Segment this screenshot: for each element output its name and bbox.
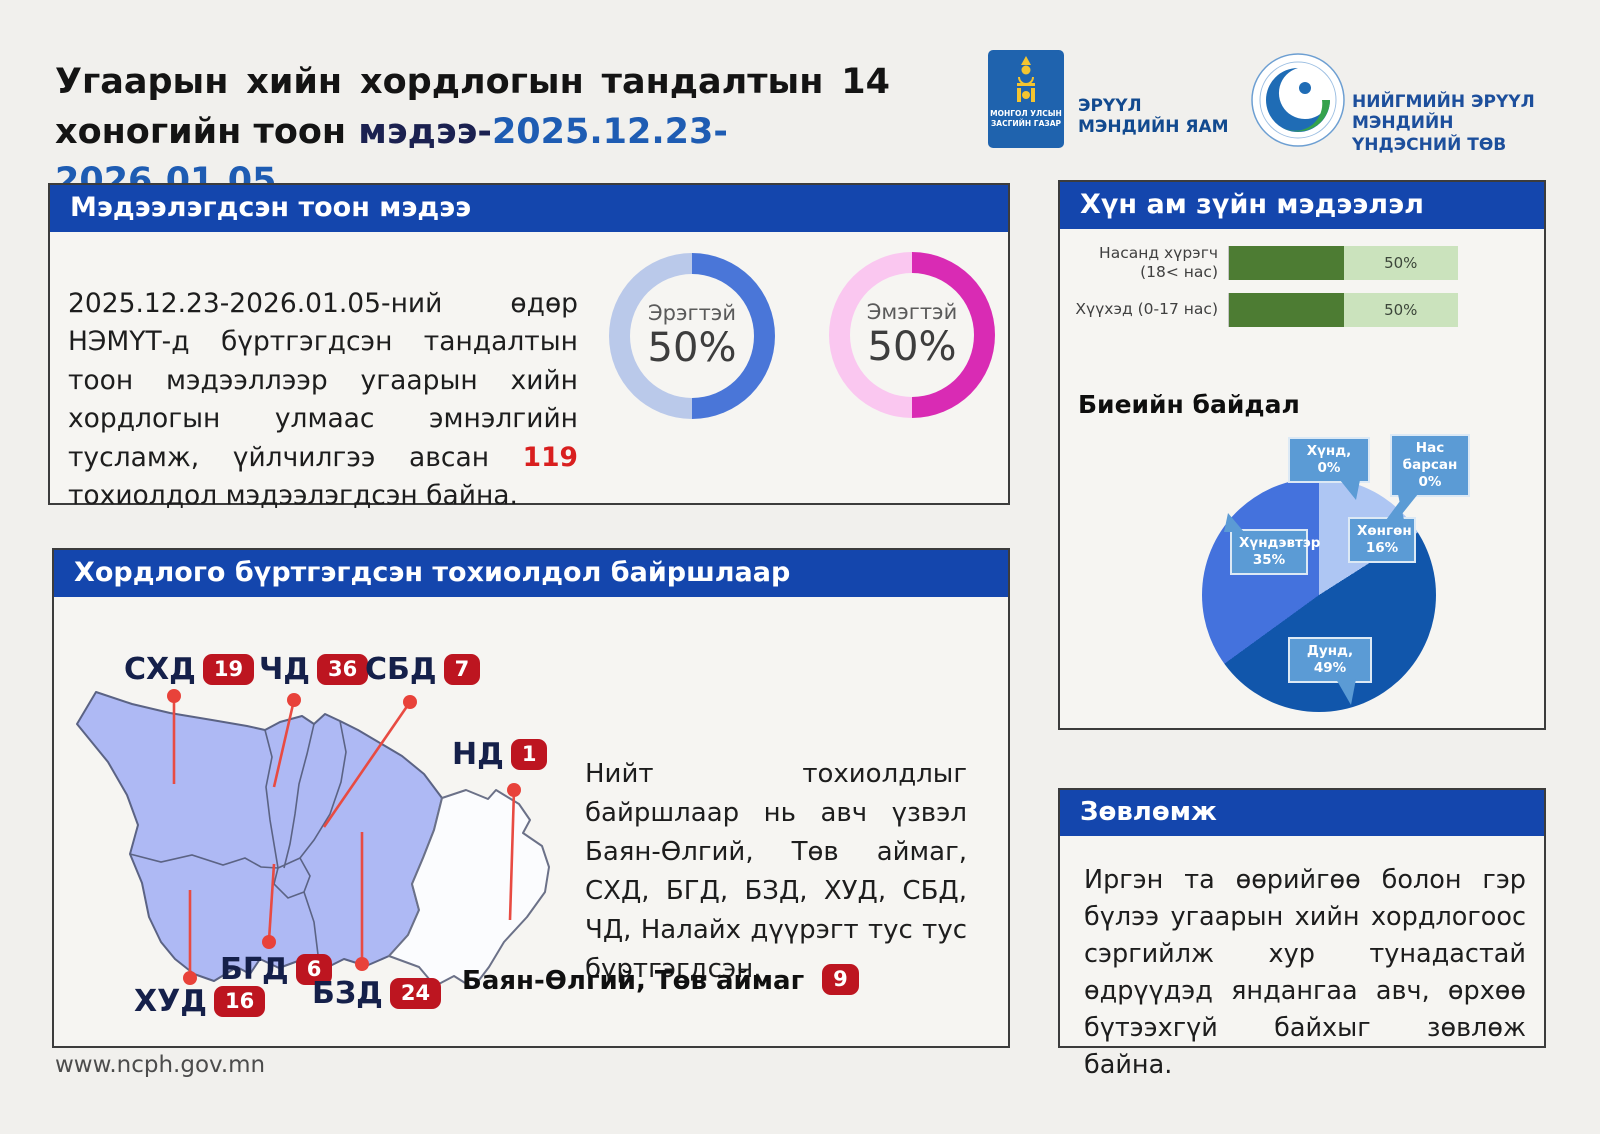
pie-callout-heavy-text: Хүнд, 0% — [1306, 443, 1352, 476]
title-navy-part: мэдээ- — [358, 111, 492, 152]
bar-fill-adults — [1229, 246, 1344, 281]
district-code: ЧД — [259, 652, 310, 687]
ministry-line1: ЭРҮҮЛ — [1078, 96, 1142, 116]
government-logo-text: МОНГОЛ УЛСЫН ЗАСГИЙН ГАЗАР — [990, 109, 1062, 129]
bar-track-children: 50% — [1228, 292, 1458, 327]
pie-callout-mild-label: Хөнгөн — [1357, 523, 1412, 539]
district-count-badge: 7 — [443, 654, 481, 685]
male-donut-center: Эрэгтэй 50% — [609, 253, 775, 419]
district-code: СБД — [365, 652, 437, 687]
ulaanbaatar-map-svg — [76, 689, 550, 989]
map-internal-boundaries — [129, 720, 347, 972]
ministry-line2: МЭНДИЙН ЯАМ — [1078, 117, 1229, 138]
bar-row-children: Хүүхэд (0-17 нас) 50% — [1060, 292, 1544, 327]
ncph-name-line1: НИЙГМИЙН ЭРҮҮЛ МЭНДИЙН — [1352, 92, 1535, 134]
pie-callout-deceased-value: 0% — [1418, 473, 1442, 490]
district-label-nd: НД 1 — [452, 737, 548, 772]
female-donut-value: 50% — [867, 324, 957, 370]
website-url: www.ncph.gov.mn — [55, 1052, 266, 1078]
district-count-badge: 16 — [213, 986, 266, 1017]
advice-paragraph: Иргэн та өөрийгөө болон гэр бүлээ угаары… — [1084, 865, 1526, 1080]
province-count-badge: 9 — [822, 964, 859, 995]
district-code: БЗД — [312, 976, 383, 1011]
demographics-header: Хүн ам зүйн мэдээлэл — [1060, 182, 1544, 229]
district-count-badge: 24 — [389, 978, 442, 1009]
callout-pointer — [1340, 479, 1360, 500]
map-connector-lines — [172, 696, 516, 976]
condition-chart-title: Биеийн байдал — [1078, 390, 1300, 419]
district-label-skhd: СХД 19 — [124, 652, 255, 687]
reported-case-count: 119 — [522, 441, 578, 473]
bar-value-adults: 50% — [1384, 254, 1418, 273]
title-black-part: хоногийн тоон — [55, 111, 359, 152]
callout-pointer — [1224, 513, 1244, 532]
district-count-badge: 6 — [295, 954, 333, 985]
pie-callout-moderately-severe-value: 35% — [1252, 551, 1286, 568]
female-donut-center: Эмэгтэй 50% — [829, 252, 995, 418]
district-count-badge: 36 — [316, 654, 369, 685]
district-count-badge: 19 — [202, 654, 255, 685]
ncph-logo-icon — [1251, 53, 1345, 147]
pie-callout-heavy: Хүнд, 0% — [1288, 437, 1370, 500]
male-donut-value: 50% — [647, 325, 737, 371]
bar-track-adults: 50% — [1228, 246, 1458, 281]
male-donut-label: Эрэгтэй — [648, 301, 736, 325]
district-label-chd: ЧД 36 — [259, 652, 369, 687]
map-district-nalaikh — [388, 789, 550, 989]
gov-text-line1: МОНГОЛ УЛСЫН — [990, 109, 1062, 118]
reported-data-paragraph: 2025.12.23-2026.01.05-ний өдөр НЭМҮТ-д б… — [68, 285, 578, 516]
province-caption-text: Баян-Өлгий, Төв аймаг — [462, 966, 805, 996]
bar-label-children: Хүүхэд (0-17 нас) — [1075, 300, 1218, 319]
callout-pointer — [1336, 678, 1356, 705]
advice-panel: Зөвлөмж Иргэн та өөрийгөө болон гэр бүлэ… — [1058, 788, 1546, 1080]
callout-pointer — [1386, 501, 1404, 520]
ulaanbaatar-map: СХД 19 ЧД 36 СБД 7 НД 1 БГД 6 ХУД 16 БЗД 24 Бая… — [62, 622, 859, 1042]
district-code: СХД — [124, 652, 196, 687]
demographics-panel: Хүн ам зүйн мэдээлэл Насанд хүрэгч (18< … — [1058, 180, 1546, 730]
bar-value-children: 50% — [1384, 300, 1418, 319]
ncph-name-label: НИЙГМИЙН ЭРҮҮЛ МЭНДИЙН ҮНДЭСНИЙ ТӨВ — [1352, 92, 1552, 156]
district-code: ХУД — [134, 984, 207, 1019]
ministry-of-health-label: ЭРҮҮЛ МЭНДИЙН ЯАМ — [1078, 96, 1229, 139]
reported-data-header: Мэдээлэгдсэн тоон мэдээ — [50, 185, 1008, 232]
province-caption: Баян-Өлгий, Төв аймаг 9 — [462, 964, 859, 996]
location-header: Хордлого бүртгэгдсэн тохиолдол байршлаар — [54, 550, 1008, 597]
pie-callout-moderately-severe: Хүндэвтэр 35% — [1224, 513, 1321, 575]
pie-callout-moderately-severe-label: Хүндэвтэр — [1239, 535, 1321, 551]
location-panel: Хордлого бүртгэгдсэн тохиолдол байршлаар — [52, 548, 1010, 1048]
pie-callout-deceased: Нас барсан 0% — [1390, 434, 1470, 514]
district-code: НД — [452, 737, 504, 772]
male-donut-chart: Эрэгтэй 50% — [609, 253, 775, 419]
district-label-bgd: БГД 6 — [220, 952, 333, 987]
female-donut-chart: Эмэгтэй 50% — [829, 252, 995, 418]
map-pin-dots — [167, 689, 521, 985]
government-logo: МОНГОЛ УЛСЫН ЗАСГИЙН ГАЗАР — [988, 50, 1064, 148]
page-title-line1: Угаарын хийн хордлогын тандалтын 14 — [55, 62, 890, 102]
reported-text-after: тохиолдол мэдээлэгдсэн байна. — [68, 480, 518, 512]
district-label-sbd: СБД 7 — [365, 652, 481, 687]
ncph-name-line2: ҮНДЭСНИЙ ТӨВ — [1352, 134, 1507, 155]
pie-callout-mild-value: 16% — [1365, 539, 1399, 556]
pie-callout-medium-text: Дунд, 49% — [1306, 643, 1354, 676]
advice-header: Зөвлөмж — [1060, 790, 1544, 836]
district-label-khud: ХУД 16 — [134, 984, 266, 1019]
reported-text-before: 2025.12.23-2026.01.05-ний өдөр НЭМҮТ-д б… — [68, 288, 578, 473]
location-note-paragraph: Нийт тохиолдлыг байршлаар нь авч үзвэл Б… — [585, 759, 967, 984]
bar-row-adults: Насанд хүрэгч (18< нас) 50% — [1060, 244, 1544, 283]
district-code: БГД — [220, 952, 289, 987]
female-donut-label: Эмэгтэй — [866, 300, 958, 324]
soyombo-emblem-icon — [1017, 56, 1035, 102]
gov-text-line2: ЗАСГИЙН ГАЗАР — [990, 118, 1062, 128]
bar-fill-children — [1229, 292, 1344, 327]
age-bar-chart: Насанд хүрэгч (18< нас) 50% Хүүхэд (0-17… — [1060, 244, 1544, 337]
bar-label-adults: Насанд хүрэгч (18< нас) — [1099, 244, 1218, 282]
pie-callout-deceased-label: Нас барсан — [1402, 440, 1458, 473]
district-label-bzd: БЗД 24 — [312, 976, 442, 1011]
district-count-badge: 1 — [510, 739, 548, 770]
reported-data-panel: Мэдээлэгдсэн тоон мэдээ 2025.12.23-2026.… — [48, 183, 1010, 511]
pie-callout-medium: Дунд, 49% — [1288, 637, 1372, 705]
pie-callout-mild: Хөнгөн 16% — [1348, 501, 1416, 563]
